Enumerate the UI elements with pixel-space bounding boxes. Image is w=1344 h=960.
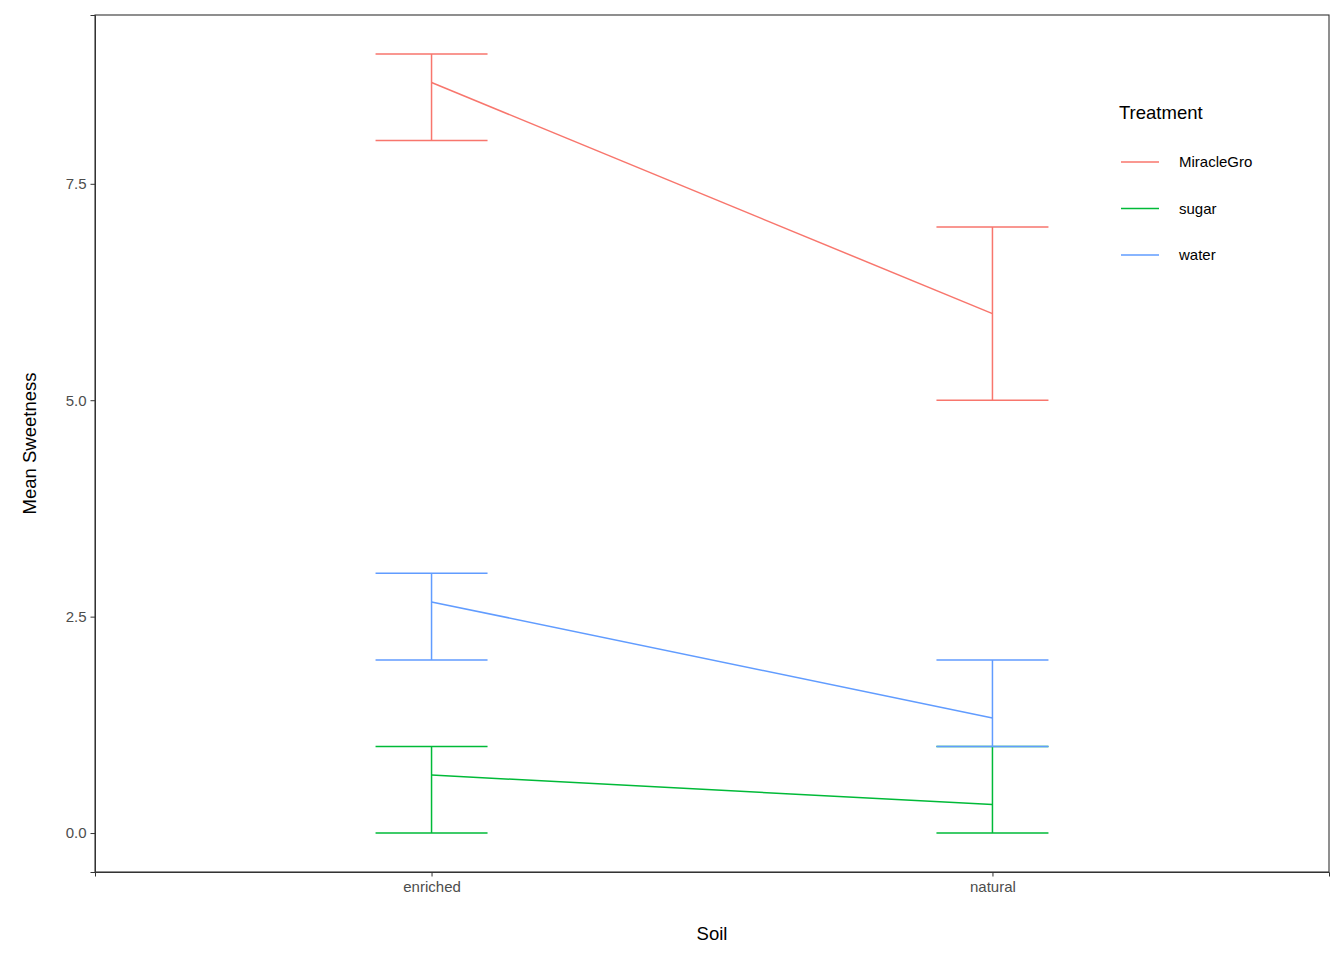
y-tick-label: 7.5: [66, 175, 87, 192]
y-tick: 0.0: [66, 824, 95, 841]
y-axis: 0.0 2.5 5.0 7.5: [66, 16, 96, 873]
y-tick: 5.0: [66, 392, 95, 409]
y-tick-label: 0.0: [66, 824, 87, 841]
error-bar: [936, 660, 1048, 747]
y-tick-label: 5.0: [66, 392, 87, 409]
y-axis-title: Mean Sweetness: [19, 373, 40, 515]
series-line: [432, 83, 993, 314]
x-tick: enriched: [403, 872, 461, 895]
legend-item: sugar: [1121, 200, 1217, 217]
series: [376, 746, 1049, 833]
legend-label: sugar: [1179, 200, 1217, 217]
error-bar: [376, 573, 488, 660]
y-tick: 2.5: [66, 608, 95, 625]
series: [376, 573, 1049, 746]
y-tick: 7.5: [66, 175, 95, 192]
y-tick-label: 2.5: [66, 608, 87, 625]
x-tick-mark: [432, 872, 433, 877]
x-axis-line: [96, 873, 1330, 877]
legend-label: MiracleGro: [1179, 153, 1252, 170]
legend-title: Treatment: [1119, 102, 1203, 123]
error-bar: [936, 746, 1048, 833]
y-tick-mark: [91, 833, 96, 834]
error-bar: [936, 227, 1048, 400]
error-bar: [376, 54, 488, 141]
x-axis: enriched natural: [96, 872, 1330, 895]
legend: Treatment MiracleGro sugar water: [1119, 102, 1252, 263]
x-tick-label: natural: [970, 878, 1016, 895]
y-tick-mark: [91, 184, 96, 185]
x-tick: natural: [970, 872, 1016, 895]
plot: 0.0 2.5 5.0 7.5 enriched natural: [66, 15, 1330, 895]
y-tick-mark: [91, 400, 96, 401]
marks: [376, 54, 1049, 833]
x-tick-label: enriched: [403, 878, 461, 895]
series-line: [432, 602, 993, 718]
legend-key: [1121, 161, 1159, 163]
legend-item: water: [1121, 246, 1216, 263]
series: [376, 54, 1049, 400]
y-tick-mark: [91, 617, 96, 618]
legend-label: water: [1178, 246, 1216, 263]
chart: 0.0 2.5 5.0 7.5 enriched natural Soil Mean Swee…: [0, 0, 1344, 960]
panel-border: [95, 15, 1329, 872]
legend-item: MiracleGro: [1121, 153, 1252, 170]
series-line: [432, 775, 993, 804]
x-axis-title: Soil: [697, 923, 728, 944]
legend-key: [1121, 208, 1159, 210]
error-bar: [376, 746, 488, 833]
x-tick-mark: [992, 872, 993, 877]
legend-key: [1121, 254, 1159, 256]
